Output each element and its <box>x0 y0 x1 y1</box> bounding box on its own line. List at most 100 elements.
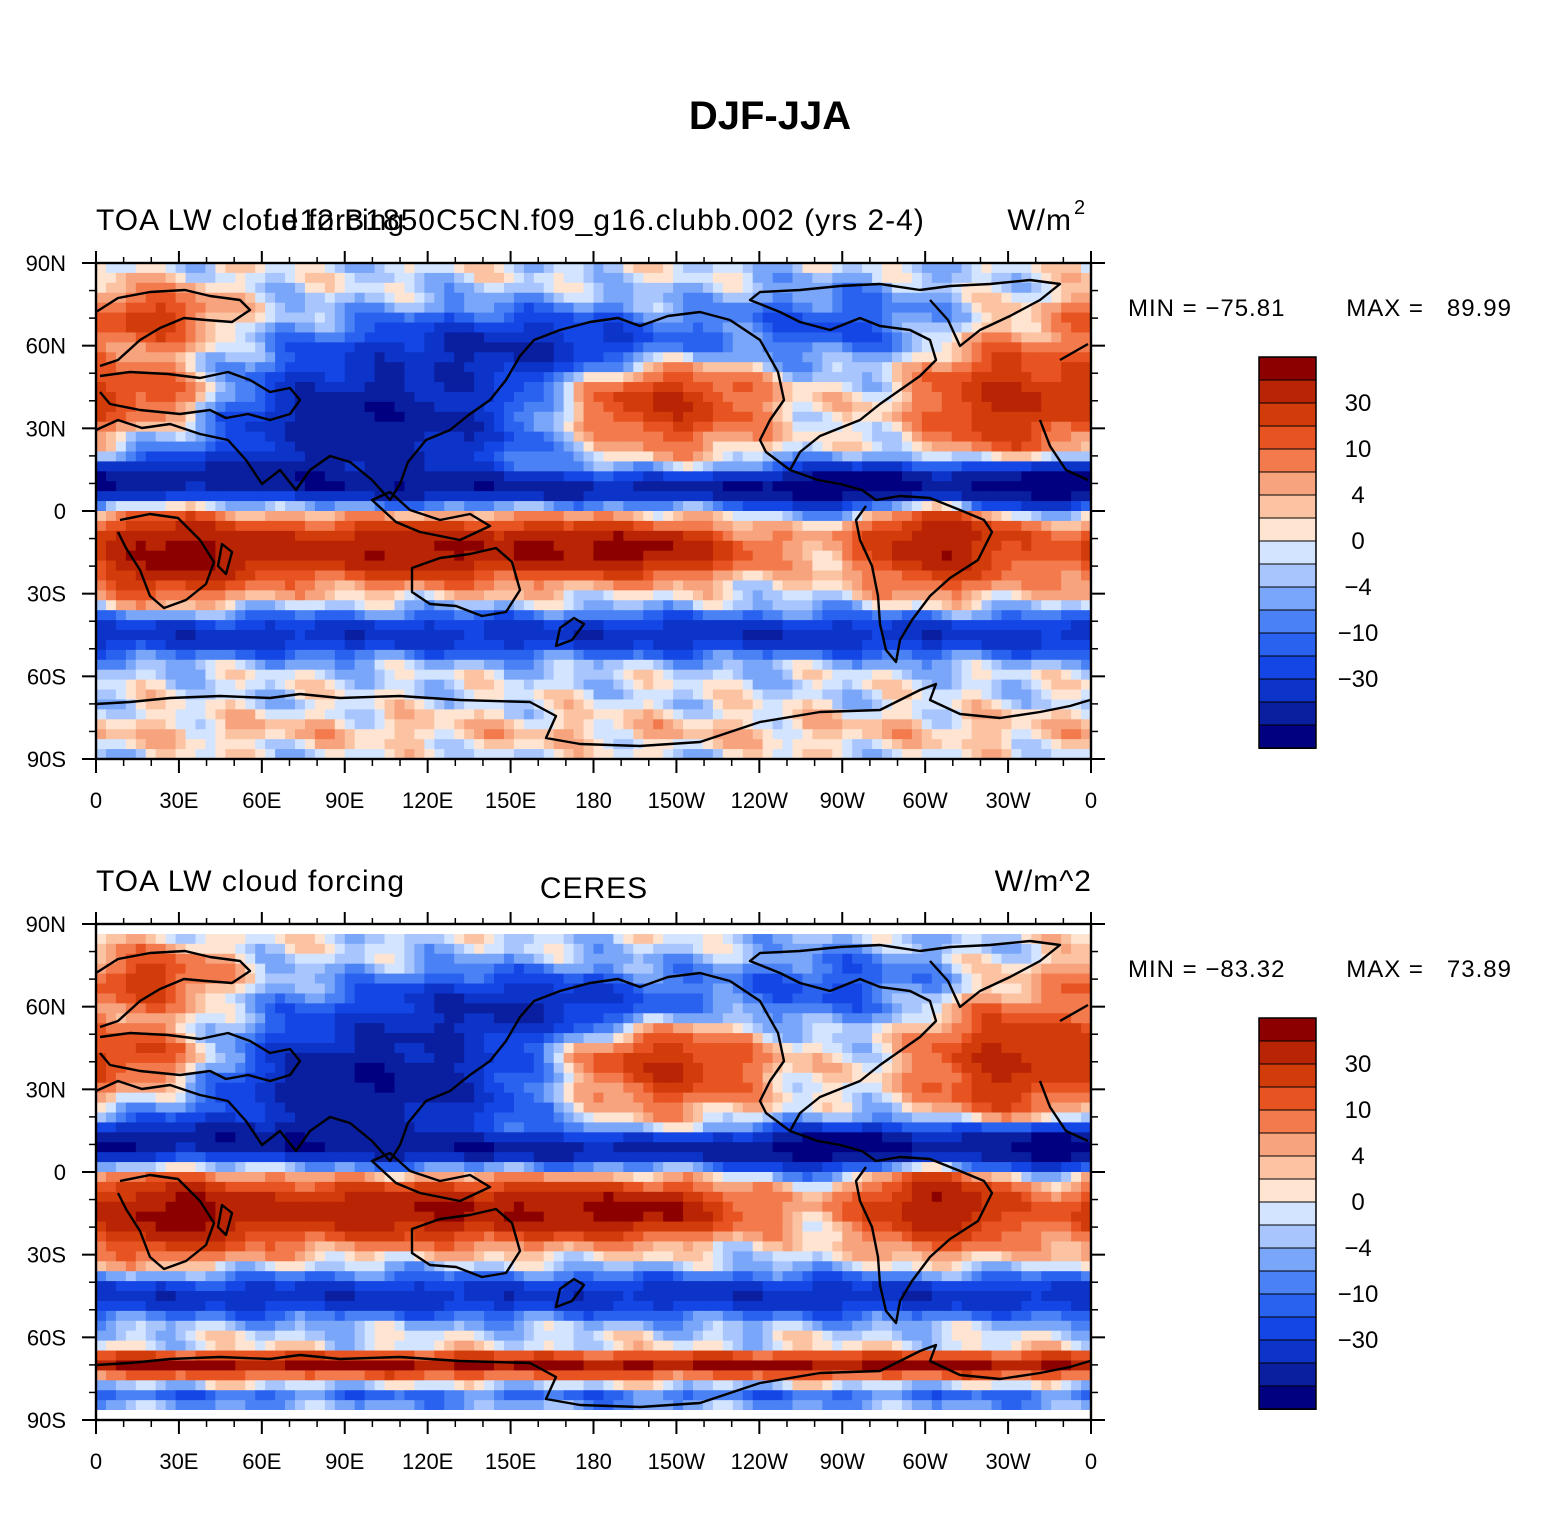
colorbar-label: 4 <box>1351 482 1364 509</box>
y-tick-label: 30N <box>26 1077 66 1102</box>
y-tick-label: 0 <box>54 1160 66 1185</box>
panel-units: W/m^2 <box>995 865 1092 898</box>
colorbar-label: 10 <box>1345 1097 1372 1124</box>
colorbar-swatch <box>1258 678 1317 703</box>
axes: 0 30E 60E 90E 120E 150E 180 150W 120W 90W 60W 30W 09… <box>26 251 1105 813</box>
colorbar-swatch <box>1258 1270 1317 1295</box>
colorbar-swatch <box>1258 379 1317 404</box>
panel-left-title: TOA LW cloud forcing <box>96 204 405 237</box>
cloud-forcing-field <box>96 263 1091 759</box>
colorbar-frame <box>1258 1017 1317 1410</box>
x-tick-label: 120W <box>731 788 789 813</box>
colorbar-swatch <box>1258 1362 1317 1387</box>
colorbar-swatch <box>1258 425 1317 450</box>
colorbar-swatch <box>1258 1040 1317 1065</box>
obs-panel: TOA LW cloud forcing CERES W/m^2 0 30E 60E… <box>26 865 1512 1474</box>
colorbar-swatch <box>1258 1017 1317 1042</box>
colorbar-swatch <box>1258 586 1317 611</box>
colorbar-swatch <box>1258 1132 1317 1157</box>
colorbar-swatch <box>1258 494 1317 519</box>
colorbar-label: −30 <box>1338 1327 1379 1354</box>
colorbar-label: −10 <box>1338 620 1379 647</box>
colorbar-swatch <box>1258 655 1317 680</box>
x-tick-label: 180 <box>575 1449 612 1474</box>
axes: 0 30E 60E 90E 120E 150E 180 150W 120W 90W 60W 30W 0 9… <box>26 912 1105 1474</box>
x-tick-label: 90W <box>820 1449 865 1474</box>
panel-center-title: CERES <box>540 872 648 905</box>
model-panel: TOA LW cloud forcing f.e12.B1850C5CN.f09… <box>26 197 1512 813</box>
x-tick-label: 30W <box>985 1449 1030 1474</box>
y-tick-label: 90N <box>26 251 66 276</box>
x-tick-label: 60W <box>903 1449 948 1474</box>
x-tick-label: 0 <box>90 1449 102 1474</box>
x-tick-label: 0 <box>1085 788 1097 813</box>
panel-units: W/m <box>1007 204 1072 237</box>
colorbar-label: −10 <box>1338 1281 1379 1308</box>
colorbar-swatch <box>1258 724 1317 749</box>
x-tick-label: 120E <box>402 788 453 813</box>
colorbar-label: −4 <box>1344 1235 1371 1262</box>
y-tick-label: 90S <box>27 747 66 772</box>
y-tick-label: 30S <box>27 582 66 607</box>
colorbar-swatch <box>1258 1063 1317 1088</box>
figure-title: DJF-JJA <box>689 94 851 138</box>
x-tick-label: 150E <box>485 1449 536 1474</box>
x-tick-label: 150E <box>485 788 536 813</box>
x-tick-label: 120E <box>402 1449 453 1474</box>
min-label: MIN = −83.32 <box>1128 956 1285 983</box>
colorbar-label: 0 <box>1351 528 1364 555</box>
panel-center-title: f.e12.B1850C5CN.f09_g16.clubb.002 (yrs 2… <box>263 204 925 237</box>
colorbar-swatch <box>1258 402 1317 427</box>
y-tick-label: 0 <box>54 499 66 524</box>
colorbar-label: −4 <box>1344 574 1371 601</box>
colorbar-swatch <box>1258 1178 1317 1203</box>
colorbar-label: 0 <box>1351 1189 1364 1216</box>
colorbar-swatch <box>1258 448 1317 473</box>
colorbar-label: 10 <box>1345 436 1372 463</box>
x-tick-label: 0 <box>90 788 102 813</box>
y-tick-label: 90N <box>26 912 66 937</box>
colorbar-swatch <box>1258 1155 1317 1180</box>
colorbar-swatch <box>1258 1109 1317 1134</box>
max-label: MAX = 73.89 <box>1346 956 1512 983</box>
panel-left-title: TOA LW cloud forcing <box>96 865 405 898</box>
x-tick-label: 150W <box>648 788 706 813</box>
y-tick-label: 60S <box>27 664 66 689</box>
colorbar: 30 10 4 0 −4 −10 −30 <box>1258 1017 1379 1410</box>
x-tick-label: 30E <box>159 1449 198 1474</box>
colorbar-swatch <box>1258 609 1317 634</box>
x-tick-label: 90E <box>325 788 364 813</box>
cloud-forcing-field <box>96 924 1091 1420</box>
colorbar-label: −30 <box>1338 666 1379 693</box>
colorbar-swatch <box>1258 356 1317 381</box>
colorbar-swatch <box>1258 1316 1317 1341</box>
colorbar-swatch <box>1258 1201 1317 1226</box>
max-label: MAX = 89.99 <box>1346 295 1512 322</box>
colorbar-swatch <box>1258 471 1317 496</box>
x-tick-label: 60E <box>242 788 281 813</box>
x-tick-label: 90W <box>820 788 865 813</box>
colorbar-swatch <box>1258 1224 1317 1249</box>
colorbar: 30 10 4 0 −4 −10 −30 <box>1258 356 1379 749</box>
colorbar-swatch <box>1258 1293 1317 1318</box>
units-base: W/m <box>1007 204 1072 237</box>
y-tick-label: 30S <box>27 1243 66 1268</box>
x-tick-label: 120W <box>731 1449 789 1474</box>
y-tick-label: 30N <box>26 416 66 441</box>
colorbar-label: 4 <box>1351 1143 1364 1170</box>
x-tick-label: 90E <box>325 1449 364 1474</box>
colorbar-swatch <box>1258 1385 1317 1410</box>
panel-units-superscript: 2 <box>1074 197 1085 219</box>
colorbar-swatch <box>1258 540 1317 565</box>
x-tick-label: 180 <box>575 788 612 813</box>
x-tick-label: 60W <box>903 788 948 813</box>
colorbar-swatch <box>1258 1086 1317 1111</box>
x-tick-label: 150W <box>648 1449 706 1474</box>
colorbar-swatch <box>1258 1339 1317 1364</box>
x-tick-label: 30E <box>159 788 198 813</box>
x-tick-label: 60E <box>242 1449 281 1474</box>
y-tick-label: 60S <box>27 1325 66 1350</box>
y-tick-label: 60N <box>26 995 66 1020</box>
x-tick-label: 30W <box>985 788 1030 813</box>
